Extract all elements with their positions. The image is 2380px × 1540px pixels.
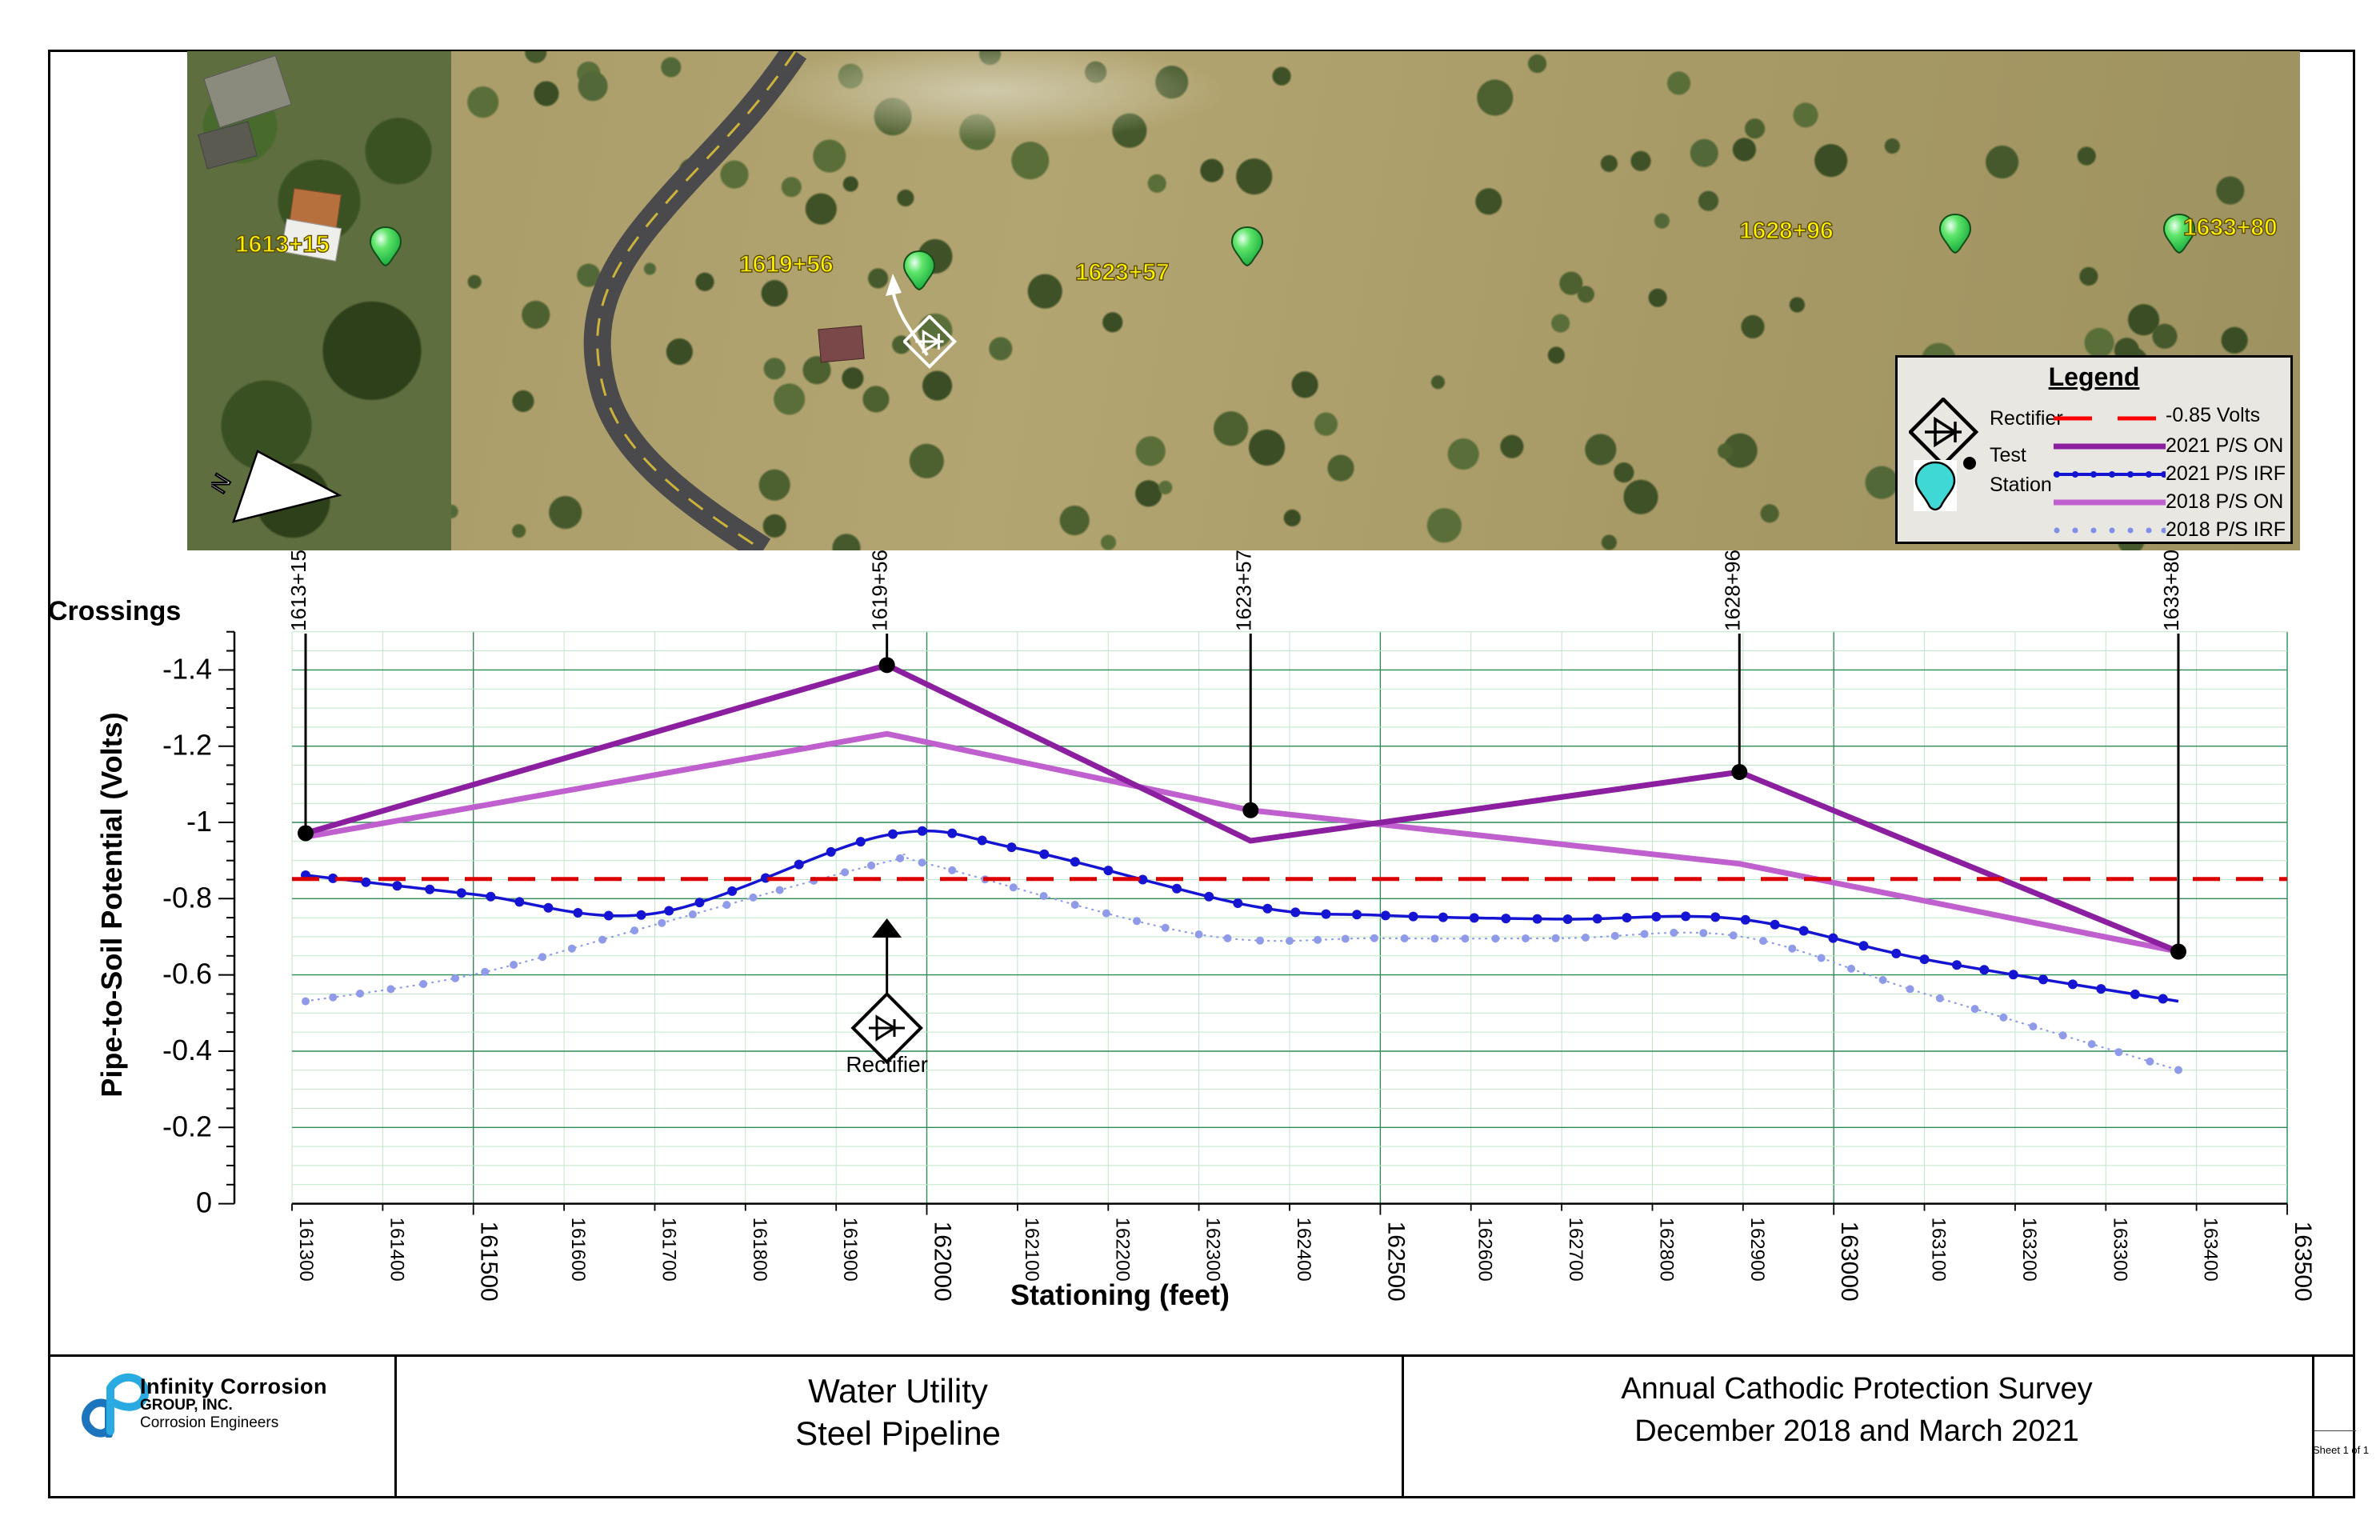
svg-text:161800: 161800 bbox=[749, 1218, 770, 1282]
svg-text:163100: 163100 bbox=[1928, 1218, 1950, 1282]
svg-text:162400: 162400 bbox=[1293, 1218, 1314, 1282]
svg-text:-0.4: -0.4 bbox=[162, 1034, 212, 1066]
svg-text:162100: 162100 bbox=[1021, 1218, 1042, 1282]
svg-text:Rectifier: Rectifier bbox=[846, 1052, 928, 1077]
svg-text:161500: 161500 bbox=[476, 1222, 502, 1302]
svg-text:163200: 163200 bbox=[2018, 1218, 2040, 1282]
svg-text:-0.6: -0.6 bbox=[162, 958, 212, 990]
svg-text:163300: 163300 bbox=[2109, 1218, 2130, 1282]
svg-text:1613+15: 1613+15 bbox=[286, 550, 310, 631]
svg-text:162800: 162800 bbox=[1656, 1218, 1678, 1282]
svg-text:-1.2: -1.2 bbox=[162, 729, 212, 762]
svg-text:-1.4: -1.4 bbox=[162, 652, 212, 685]
svg-text:162900: 162900 bbox=[1746, 1218, 1768, 1282]
svg-text:163000: 163000 bbox=[1836, 1222, 1862, 1302]
svg-text:162600: 162600 bbox=[1474, 1218, 1496, 1282]
svg-text:162200: 162200 bbox=[1111, 1218, 1133, 1282]
svg-text:0: 0 bbox=[196, 1186, 212, 1219]
svg-text:N: N bbox=[211, 470, 236, 498]
svg-text:163500: 163500 bbox=[2290, 1222, 2316, 1302]
svg-text:163400: 163400 bbox=[2200, 1218, 2222, 1282]
svg-text:162000: 162000 bbox=[930, 1222, 956, 1302]
svg-text:161700: 161700 bbox=[658, 1218, 680, 1282]
svg-text:161600: 161600 bbox=[567, 1218, 589, 1282]
svg-text:161900: 161900 bbox=[839, 1218, 861, 1282]
svg-text:161400: 161400 bbox=[386, 1218, 407, 1282]
svg-text:1623+57: 1623+57 bbox=[1231, 550, 1255, 631]
svg-text:162700: 162700 bbox=[1565, 1218, 1586, 1282]
svg-text:-1: -1 bbox=[186, 805, 212, 838]
svg-text:162300: 162300 bbox=[1202, 1218, 1224, 1282]
svg-text:1628+96: 1628+96 bbox=[1720, 550, 1744, 631]
svg-text:-0.2: -0.2 bbox=[162, 1110, 212, 1142]
svg-text:161300: 161300 bbox=[295, 1218, 317, 1282]
svg-text:162500: 162500 bbox=[1382, 1222, 1409, 1302]
svg-text:-0.8: -0.8 bbox=[162, 881, 212, 914]
svg-text:1619+56: 1619+56 bbox=[868, 550, 892, 631]
svg-text:1633+80: 1633+80 bbox=[2159, 550, 2183, 631]
